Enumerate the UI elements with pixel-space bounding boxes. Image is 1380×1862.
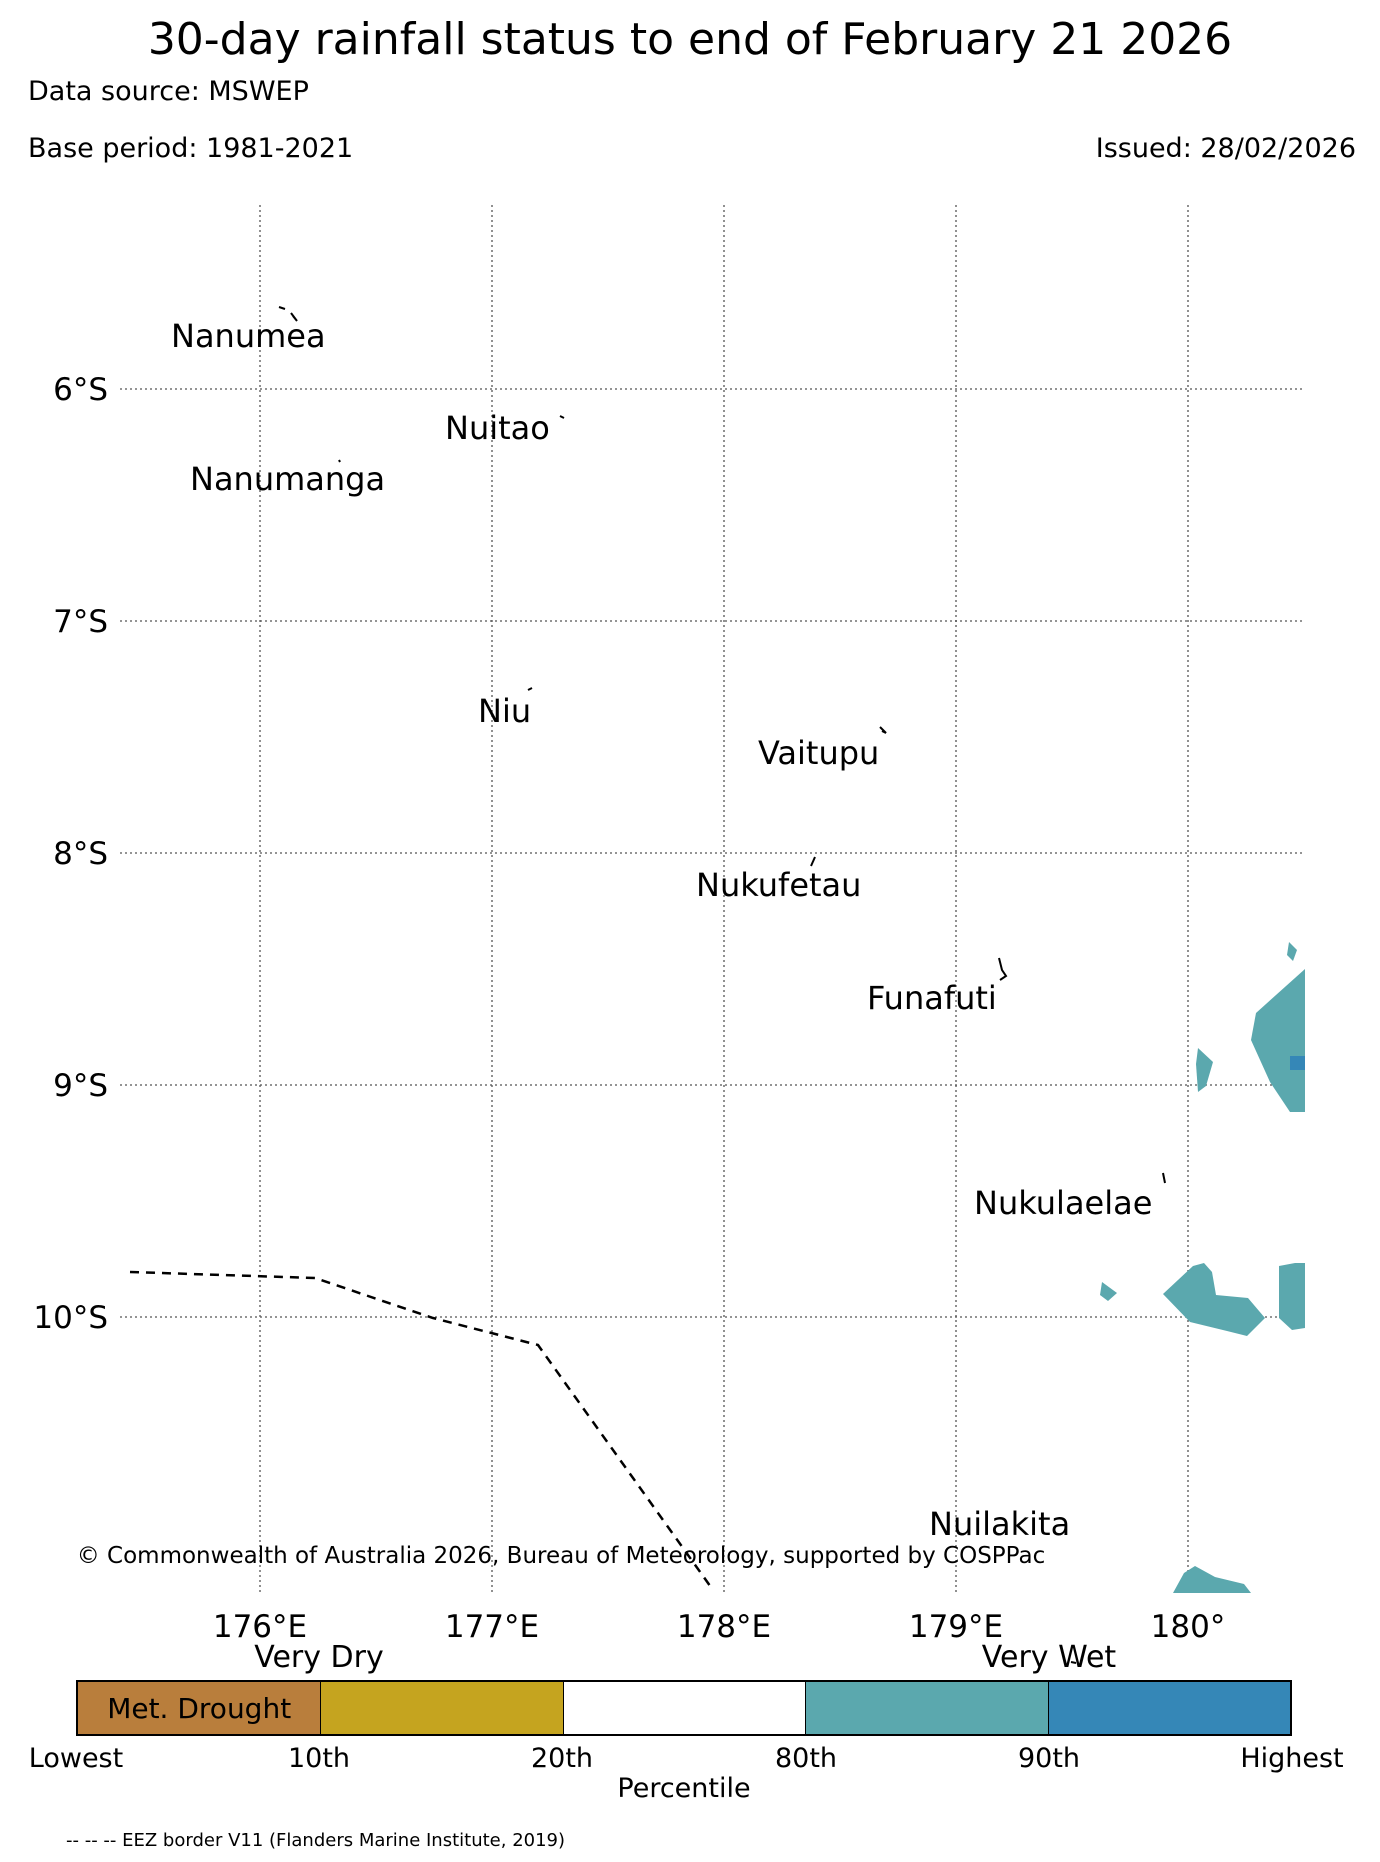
colorbar-tick: Highest bbox=[1240, 1743, 1343, 1774]
lat-label: 9°S bbox=[53, 1068, 108, 1104]
island-label-nanumanga: Nanumanga bbox=[190, 460, 385, 498]
colorbar-segment-normal bbox=[562, 1682, 806, 1734]
very-dry-label: Very Dry bbox=[254, 1640, 383, 1675]
lon-label: 176°E bbox=[213, 1609, 307, 1645]
wet-patch bbox=[1163, 1263, 1265, 1336]
map-title: 30-day rainfall status to end of Februar… bbox=[147, 14, 1233, 65]
colorbar-segment-dry bbox=[320, 1682, 563, 1734]
colorbar: Met. Drought bbox=[76, 1680, 1292, 1736]
colorbar-tick: Lowest bbox=[29, 1743, 123, 1774]
lat-label: 8°S bbox=[53, 836, 108, 872]
island-nukulaelae bbox=[1162, 1172, 1166, 1184]
island-label-nukulaelae: Nukulaelae bbox=[974, 1184, 1152, 1222]
island-funafuti bbox=[998, 957, 1008, 981]
island-label-funafuti: Funafuti bbox=[867, 979, 997, 1017]
island-nukufetau bbox=[810, 856, 816, 867]
data-source: Data source: MSWEP bbox=[28, 76, 309, 107]
colorbar-tick: 90th bbox=[1018, 1743, 1080, 1774]
wet-patch bbox=[1173, 1566, 1251, 1593]
colorbar-segment-very-wet bbox=[1047, 1682, 1290, 1734]
wet-patch bbox=[1196, 1048, 1213, 1092]
island-vaitupu bbox=[879, 726, 887, 734]
island-label-nuitao: Nuitao bbox=[445, 409, 550, 447]
colorbar-segment-wet bbox=[805, 1682, 1048, 1734]
colorbar-segment-drought: Met. Drought bbox=[78, 1682, 321, 1734]
island-label-nanumea: Nanumea bbox=[171, 317, 326, 355]
island-outlines bbox=[278, 306, 1166, 1664]
wet-anomaly-areas bbox=[1100, 942, 1305, 1593]
island-nanumea bbox=[290, 312, 298, 322]
island-nuitao bbox=[559, 415, 565, 419]
lon-label: 178°E bbox=[677, 1609, 771, 1645]
graticule bbox=[120, 205, 1305, 1593]
wet-patch bbox=[1279, 1263, 1305, 1330]
lat-label: 7°S bbox=[53, 604, 108, 640]
island-nanumea bbox=[278, 306, 286, 310]
island-nuilakita bbox=[1070, 1661, 1077, 1664]
wet-patch bbox=[1287, 942, 1297, 961]
island-label-nuilakita: Nuilakita bbox=[929, 1505, 1070, 1543]
lat-label: 6°S bbox=[53, 372, 108, 408]
colorbar-axis-label: Percentile bbox=[617, 1773, 750, 1804]
eez-footnote: -- -- -- EEZ border V11 (Flanders Marine… bbox=[66, 1830, 566, 1851]
very-wet-label: Very Wet bbox=[982, 1640, 1117, 1675]
eez-border bbox=[129, 1270, 715, 1591]
lon-label: 180° bbox=[1151, 1609, 1226, 1645]
colorbar-tick: 10th bbox=[288, 1743, 350, 1774]
island-niu bbox=[527, 687, 533, 691]
island-nanumanga bbox=[338, 459, 341, 463]
island-label-vaitupu: Vaitupu bbox=[758, 734, 879, 772]
met-drought-label: Met. Drought bbox=[107, 1691, 292, 1725]
lat-label: 10°S bbox=[33, 1300, 108, 1336]
wet-patch bbox=[1100, 1282, 1117, 1301]
island-label-nukufetau: Nukufetau bbox=[696, 866, 861, 904]
base-period: Base period: 1981-2021 bbox=[28, 133, 354, 164]
issued-date: Issued: 28/02/2026 bbox=[1095, 133, 1356, 164]
colorbar-tick: 20th bbox=[531, 1743, 593, 1774]
colorbar-tick: 80th bbox=[775, 1743, 837, 1774]
lon-label: 177°E bbox=[445, 1609, 539, 1645]
copyright-notice: © Commonwealth of Australia 2026, Bureau… bbox=[77, 1543, 1046, 1569]
island-label-niu: Niu bbox=[478, 692, 531, 730]
lon-label: 179°E bbox=[909, 1609, 1003, 1645]
wet-patch bbox=[1251, 969, 1305, 1112]
very-wet-patch bbox=[1290, 1056, 1305, 1070]
